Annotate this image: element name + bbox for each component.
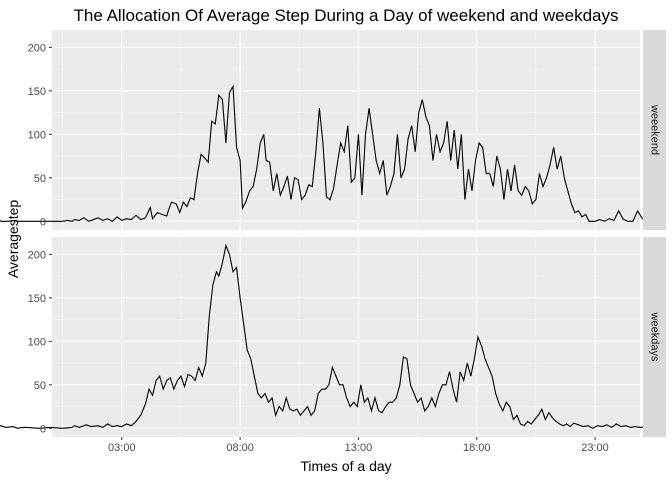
y-axis-ticks: 0 50 100 150 200 0 50 100 150 200 <box>28 42 52 435</box>
panel-background <box>52 237 640 437</box>
facet-strip <box>643 237 666 437</box>
y-tick-label: 100 <box>28 336 46 348</box>
x-axis-title: Times of a day <box>300 458 391 474</box>
x-tick-label: 23:00 <box>581 442 609 454</box>
chart-title: The Allocation Of Average Step During a … <box>74 6 619 25</box>
facet-strip <box>643 30 666 230</box>
y-tick-label: 0 <box>40 423 46 435</box>
facet-strip-label: weeekend <box>649 104 661 155</box>
y-tick-label: 50 <box>34 380 46 392</box>
series-line <box>0 84 648 222</box>
panel-weekdays: weekdays <box>0 237 666 437</box>
x-tick-label: 03:00 <box>108 442 136 454</box>
x-tick-label: 18:00 <box>463 442 491 454</box>
y-tick-label: 150 <box>28 86 46 98</box>
y-tick-label: 150 <box>28 293 46 305</box>
y-tick-label: 0 <box>40 216 46 228</box>
y-axis-title: Averagestep <box>5 200 21 279</box>
series-line <box>0 243 648 429</box>
y-tick-label: 200 <box>28 249 46 261</box>
y-tick-label: 200 <box>28 42 46 54</box>
y-tick-label: 50 <box>34 173 46 185</box>
y-tick-label: 100 <box>28 129 46 141</box>
x-tick-label: 13:00 <box>345 442 373 454</box>
x-axis-ticks: 03:00 08:00 13:00 18:00 23:00 <box>108 437 609 454</box>
x-tick-label: 08:00 <box>226 442 254 454</box>
panel-background <box>52 30 640 230</box>
facet-strip-label: weekdays <box>649 312 661 362</box>
panel-weekend: weeekend <box>0 30 666 230</box>
